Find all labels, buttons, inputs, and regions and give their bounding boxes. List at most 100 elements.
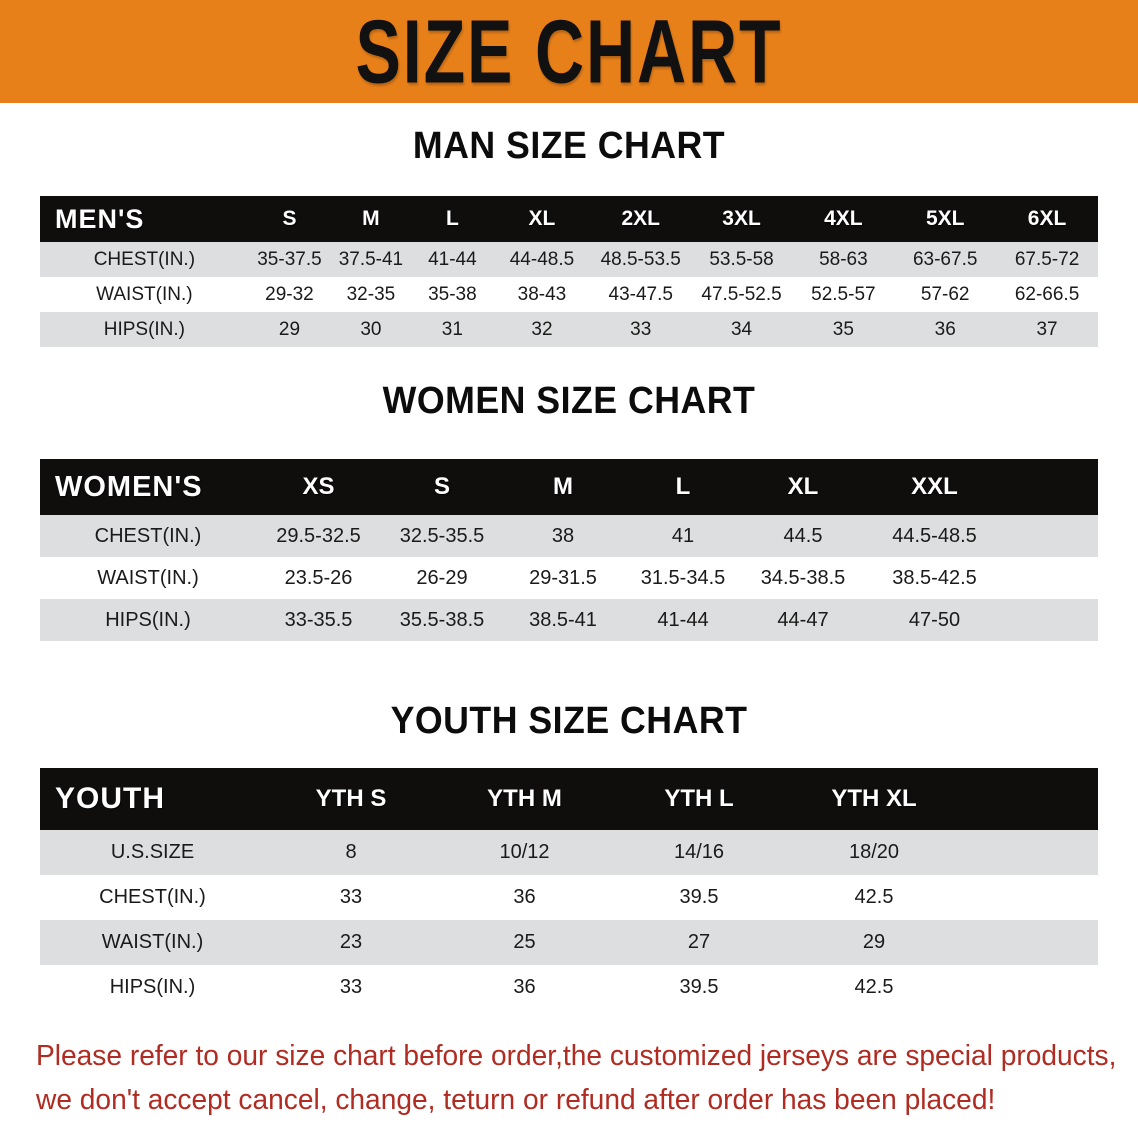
- women-cell-r1-c3: 31.5-34.5: [640, 566, 726, 589]
- youth-row-label-3: HIPS(IN.): [109, 976, 196, 998]
- banner-title: SIZE CHART: [355, 0, 783, 102]
- youth-column-header-0: YTH S: [315, 785, 387, 812]
- women-column-header-3: L: [675, 473, 691, 500]
- man-table-header-row: MEN'S S M L XL 2XL 3XL 4XL 5XL 6XL: [40, 196, 1098, 242]
- footer-disclaimer: Please refer to our size chart before or…: [36, 1034, 1117, 1122]
- man-row-label-2: HIPS(IN.): [103, 318, 185, 340]
- youth-column-header-1: YTH M: [487, 785, 562, 812]
- man-cell-r1-c6: 52.5-57: [811, 283, 876, 305]
- footer-line-2: we don't accept cancel, change, teturn o…: [36, 1084, 996, 1116]
- man-cell-r1-c0: 29-32: [265, 283, 314, 305]
- women-cell-r2-c0: 33-35.5: [284, 608, 353, 631]
- women-cell-r2-c3: 41-44: [657, 608, 709, 631]
- footer-line-1: Please refer to our size chart before or…: [36, 1040, 1117, 1072]
- table-row: HIPS(IN.) 29 30 31 32 33 34 35 36 37: [40, 312, 1098, 347]
- table-row: HIPS(IN.) 33-35.5 35.5-38.5 38.5-41 41-44 44-…: [40, 599, 1098, 641]
- man-cell-r2-c8: 37: [1036, 318, 1058, 340]
- table-row: CHEST(IN.) 29.5-32.5 32.5-35.5 38 41 44.5 44.5…: [40, 515, 1098, 557]
- man-cell-r0-c1: 37.5-41: [338, 248, 404, 270]
- man-cell-r1-c2: 35-38: [428, 283, 477, 305]
- women-cell-r0-c2: 38: [551, 524, 575, 547]
- youth-cell-r1-c3: 42.5: [854, 886, 894, 908]
- women-section-title: WOMEN SIZE CHART: [382, 380, 756, 422]
- youth-size-table-wrap: YOUTH YTH S YTH M YTH L YTH XL U.S.SIZE 8 10/12…: [40, 768, 1098, 1010]
- man-size-table-wrap: MEN'S S M L XL 2XL 3XL 4XL 5XL 6XL CHEST(IN.) 35-37…: [40, 196, 1098, 347]
- youth-row-label-1: CHEST(IN.): [99, 886, 206, 908]
- man-cell-r1-c4: 43-47.5: [608, 283, 673, 305]
- man-column-header-4: 2XL: [621, 207, 660, 230]
- women-column-header-0: XS: [302, 473, 335, 500]
- women-cell-r0-c5: 44.5-48.5: [892, 524, 977, 547]
- women-size-table: WOMEN'S XS S M L XL XXL CHEST(IN.) 29.5-32.5 32.5…: [40, 459, 1098, 641]
- man-column-header-3: XL: [528, 207, 556, 230]
- youth-row-spacer-0: [962, 830, 1098, 875]
- man-table-body: MEN'S S M L XL 2XL 3XL 4XL 5XL 6XL CHEST(IN.) 35-37…: [40, 196, 1098, 347]
- man-column-header-1: M: [362, 207, 380, 230]
- man-section-title: MAN SIZE CHART: [412, 125, 726, 167]
- youth-cell-r0-c0: 8: [345, 841, 357, 863]
- man-cell-r0-c2: 41-44: [428, 248, 477, 270]
- women-row-spacer-2: [1006, 599, 1098, 641]
- man-column-header-7: 5XL: [925, 207, 965, 230]
- youth-cell-r0-c1: 10/12: [499, 841, 550, 863]
- women-column-header-2: M: [553, 473, 573, 500]
- man-column-header-8: 6XL: [1027, 207, 1067, 230]
- youth-section-title: YOUTH SIZE CHART: [390, 700, 748, 742]
- women-cell-r0-c3: 41: [671, 524, 695, 547]
- women-cell-r2-c5: 47-50: [908, 608, 961, 631]
- man-cell-r1-c5: 47.5-52.5: [701, 283, 782, 305]
- man-cell-r1-c7: 57-62: [920, 283, 970, 305]
- youth-header-spacer: [962, 768, 1098, 830]
- women-cell-r0-c4: 44.5: [783, 524, 823, 547]
- table-row: WAIST(IN.) 23.5-26 26-29 29-31.5 31.5-34.5 34…: [40, 557, 1098, 599]
- youth-row-label-0: U.S.SIZE: [110, 841, 195, 863]
- table-row: CHEST(IN.) 33 36 39.5 42.5: [40, 875, 1098, 920]
- man-cell-r0-c0: 35-37.5: [257, 248, 322, 270]
- women-row-label-1: WAIST(IN.): [97, 566, 199, 589]
- man-cell-r2-c2: 31: [441, 318, 463, 340]
- youth-row-spacer-1: [962, 875, 1098, 920]
- youth-row-spacer-3: [962, 965, 1098, 1010]
- women-table-body: WOMEN'S XS S M L XL XXL CHEST(IN.) 29.5-32.5 32.5…: [40, 459, 1098, 641]
- youth-cell-r3-c1: 36: [513, 976, 536, 998]
- youth-cell-r2-c2: 27: [687, 931, 711, 953]
- table-row: WAIST(IN.) 23 25 27 29: [40, 920, 1098, 965]
- women-row-spacer-1: [1006, 557, 1098, 599]
- youth-column-header-2: YTH L: [664, 785, 734, 812]
- women-cell-r1-c0: 23.5-26: [284, 566, 353, 589]
- women-cell-r1-c1: 26-29: [416, 566, 468, 589]
- man-cell-r2-c6: 35: [832, 318, 854, 340]
- women-cell-r1-c2: 29-31.5: [529, 566, 597, 589]
- table-row: CHEST(IN.) 35-37.5 37.5-41 41-44 44-48.5 48.5…: [40, 242, 1098, 277]
- man-cell-r0-c3: 44-48.5: [509, 248, 575, 270]
- man-cell-r0-c6: 58-63: [819, 248, 868, 270]
- man-row-label-0: CHEST(IN.): [93, 248, 196, 270]
- youth-table-header-row: YOUTH YTH S YTH M YTH L YTH XL: [40, 768, 1098, 830]
- man-cell-r2-c5: 34: [730, 318, 753, 340]
- women-row-spacer-0: [1006, 515, 1098, 557]
- women-column-header-4: XL: [787, 473, 819, 500]
- women-column-header-1: S: [433, 473, 450, 500]
- youth-row-label-2: WAIST(IN.): [101, 931, 204, 953]
- table-row: WAIST(IN.) 29-32 32-35 35-38 38-43 43-47.5 47.…: [40, 277, 1098, 312]
- youth-table-body: YOUTH YTH S YTH M YTH L YTH XL U.S.SIZE 8 10/12…: [40, 768, 1098, 1010]
- youth-cell-r3-c0: 33: [339, 976, 363, 998]
- man-cell-r0-c4: 48.5-53.5: [600, 248, 681, 270]
- man-column-header-0: S: [282, 207, 297, 230]
- youth-row-spacer-2: [962, 920, 1098, 965]
- man-corner-label: MEN'S: [55, 203, 145, 234]
- youth-cell-r0-c2: 14/16: [673, 841, 725, 863]
- man-column-header-6: 4XL: [824, 207, 863, 230]
- man-cell-r1-c8: 62-66.5: [1014, 283, 1080, 305]
- youth-cell-r2-c1: 25: [513, 931, 536, 953]
- youth-corner-label: YOUTH: [55, 782, 165, 815]
- youth-cell-r3-c2: 39.5: [679, 976, 719, 998]
- women-cell-r1-c5: 38.5-42.5: [892, 566, 977, 589]
- man-size-table: MEN'S S M L XL 2XL 3XL 4XL 5XL 6XL CHEST(IN.) 35-37…: [40, 196, 1098, 347]
- women-row-label-2: HIPS(IN.): [105, 608, 191, 631]
- youth-size-table: YOUTH YTH S YTH M YTH L YTH XL U.S.SIZE 8 10/12…: [40, 768, 1098, 1010]
- women-corner-label: WOMEN'S: [55, 470, 203, 503]
- man-row-label-1: WAIST(IN.): [96, 283, 193, 305]
- man-cell-r2-c7: 36: [934, 318, 956, 340]
